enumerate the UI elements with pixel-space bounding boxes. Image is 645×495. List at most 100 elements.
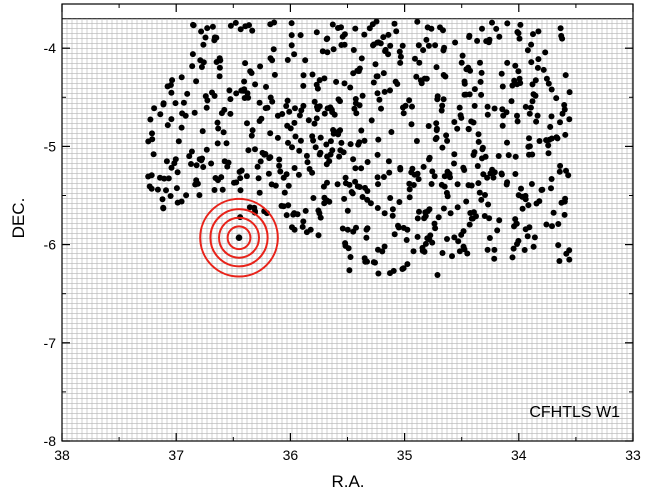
- data-point: [346, 267, 353, 274]
- data-point: [198, 28, 205, 35]
- data-point: [364, 225, 371, 232]
- data-point: [342, 180, 349, 187]
- data-point: [423, 36, 430, 43]
- data-point: [352, 96, 359, 102]
- data-point: [512, 171, 519, 177]
- highlight-ring: [199, 197, 279, 278]
- data-point: [491, 255, 498, 262]
- data-point: [527, 104, 534, 111]
- data-point: [274, 112, 281, 119]
- data-point: [495, 153, 502, 159]
- data-point: [356, 184, 363, 190]
- data-point: [267, 21, 274, 28]
- data-point: [175, 138, 182, 145]
- data-point: [199, 155, 206, 162]
- data-point: [283, 103, 290, 109]
- data-point: [381, 243, 388, 250]
- data-point: [227, 110, 234, 117]
- data-point: [299, 223, 306, 230]
- data-point: [414, 215, 421, 222]
- data-point: [459, 52, 466, 59]
- data-point: [209, 23, 216, 30]
- data-point: [313, 115, 320, 122]
- data-point: [390, 267, 397, 274]
- grid: [62, 18, 633, 441]
- data-point: [474, 163, 481, 169]
- data-point: [477, 78, 484, 85]
- data-point: [499, 83, 506, 90]
- data-point: [454, 204, 461, 211]
- data-point: [532, 77, 539, 84]
- data-point: [475, 138, 482, 145]
- data-point: [151, 105, 158, 112]
- data-point: [460, 243, 467, 250]
- data-point: [438, 181, 445, 188]
- data-point: [420, 163, 427, 170]
- data-point: [389, 206, 396, 213]
- data-point-group: [145, 18, 573, 278]
- data-point: [149, 136, 156, 143]
- data-point: [451, 119, 458, 125]
- data-point: [263, 83, 269, 90]
- data-point: [386, 169, 393, 176]
- data-point: [388, 129, 395, 135]
- data-point: [292, 105, 298, 112]
- data-point: [311, 120, 318, 127]
- data-point: [370, 41, 377, 48]
- data-point: [559, 35, 566, 42]
- data-point: [358, 165, 365, 172]
- data-point: [189, 51, 196, 58]
- data-point: [449, 253, 455, 260]
- data-point: [149, 130, 155, 137]
- data-point: [553, 95, 560, 102]
- data-point: [557, 162, 564, 169]
- data-point: [278, 202, 285, 209]
- data-point: [311, 98, 318, 105]
- data-point: [387, 87, 393, 94]
- data-point: [414, 18, 421, 25]
- data-point: [517, 21, 524, 28]
- data-point: [247, 68, 254, 75]
- data-point: [294, 211, 301, 218]
- data-point: [374, 205, 381, 211]
- data-point: [451, 234, 458, 241]
- data-point: [415, 176, 422, 183]
- data-point: [528, 41, 535, 48]
- data-point: [276, 156, 283, 163]
- data-point: [252, 146, 258, 153]
- data-point: [212, 175, 219, 181]
- data-point: [290, 211, 297, 218]
- data-point: [530, 243, 537, 250]
- x-axis-label: R.A.: [331, 472, 364, 491]
- data-point: [512, 62, 519, 69]
- data-point: [557, 119, 563, 126]
- data-point: [439, 250, 446, 256]
- data-point: [241, 95, 248, 101]
- data-point: [443, 132, 450, 139]
- data-point: [514, 118, 521, 125]
- data-point: [374, 90, 381, 97]
- data-point: [516, 35, 523, 42]
- data-point: [331, 111, 338, 118]
- data-point: [531, 234, 538, 241]
- data-point: [475, 131, 482, 138]
- data-point: [391, 231, 398, 238]
- data-point: [433, 125, 440, 132]
- data-point: [285, 139, 291, 146]
- data-point: [361, 31, 368, 38]
- y-tick-label: -7: [44, 335, 57, 351]
- data-point: [303, 152, 310, 159]
- data-point: [400, 110, 407, 117]
- data-point: [444, 168, 451, 175]
- data-point: [515, 68, 522, 75]
- data-point: [257, 158, 264, 165]
- data-point: [433, 120, 440, 127]
- data-point: [341, 195, 348, 202]
- data-point: [368, 117, 375, 124]
- data-point: [173, 185, 180, 192]
- data-point: [345, 245, 352, 252]
- data-point: [284, 57, 291, 63]
- data-point: [274, 134, 281, 141]
- data-point: [439, 102, 446, 109]
- data-point: [429, 239, 436, 246]
